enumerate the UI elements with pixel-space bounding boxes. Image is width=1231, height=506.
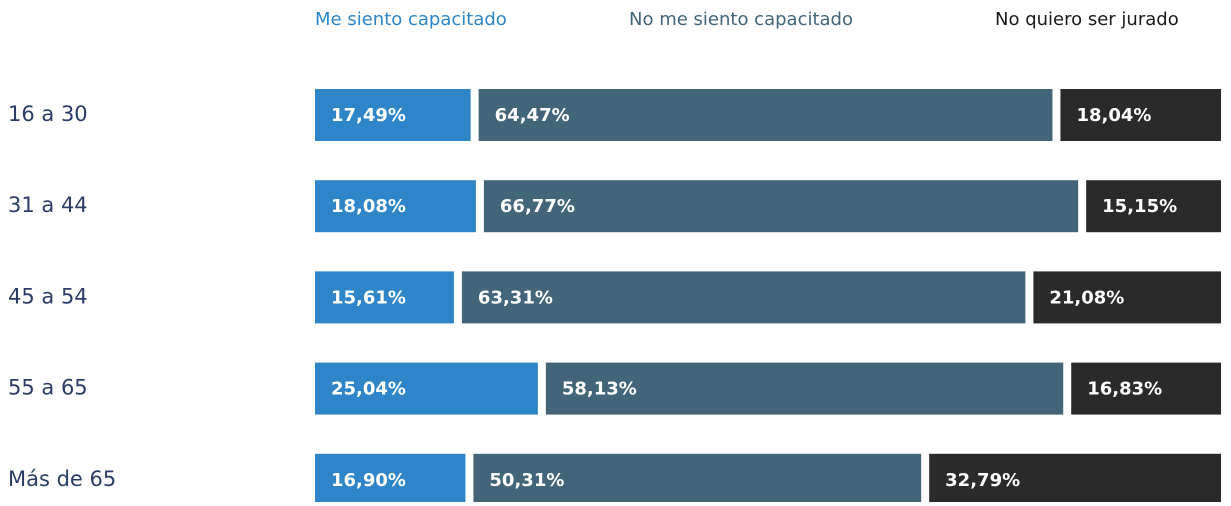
value-label: 63,31% xyxy=(478,287,553,308)
bar-segment xyxy=(461,271,1026,324)
value-label: 32,79% xyxy=(945,470,1020,491)
value-label: 18,04% xyxy=(1076,105,1151,126)
category-label: 45 a 54 xyxy=(8,284,88,308)
value-label: 16,90% xyxy=(331,470,406,491)
bar-segment xyxy=(315,453,466,506)
value-label: 66,77% xyxy=(500,196,575,217)
value-label: 18,08% xyxy=(331,196,406,217)
bar-segment xyxy=(315,89,471,141)
bar-segment xyxy=(478,89,1053,141)
value-label: 25,04% xyxy=(331,379,406,400)
legend-entry: No me siento capacitado xyxy=(629,9,853,30)
bar-segment xyxy=(315,271,454,324)
legend-entry: No quiero ser jurado xyxy=(995,9,1179,30)
value-label: 15,61% xyxy=(331,287,406,308)
bar-segment xyxy=(545,362,1064,415)
bar-segment xyxy=(315,362,538,415)
bar-segment xyxy=(1086,180,1221,233)
bar-segment xyxy=(929,453,1221,506)
value-label: 21,08% xyxy=(1049,287,1124,308)
bar-segment xyxy=(1071,362,1221,415)
value-label: 58,13% xyxy=(562,379,637,400)
value-label: 64,47% xyxy=(495,105,570,126)
value-label: 50,31% xyxy=(489,470,564,491)
bar-segment xyxy=(1060,89,1221,141)
bar-segment xyxy=(473,453,922,506)
category-label: Más de 65 xyxy=(8,467,116,491)
category-label: 31 a 44 xyxy=(8,193,88,217)
category-label: 55 a 65 xyxy=(8,376,88,400)
value-label: 15,15% xyxy=(1102,196,1177,217)
legend-entry: Me siento capacitado xyxy=(315,9,507,30)
bar-segment xyxy=(483,180,1079,233)
bar-segment xyxy=(315,180,476,233)
bar-segment xyxy=(1033,271,1221,324)
category-label: 16 a 30 xyxy=(8,102,88,126)
value-label: 17,49% xyxy=(331,105,406,126)
value-label: 16,83% xyxy=(1087,379,1162,400)
